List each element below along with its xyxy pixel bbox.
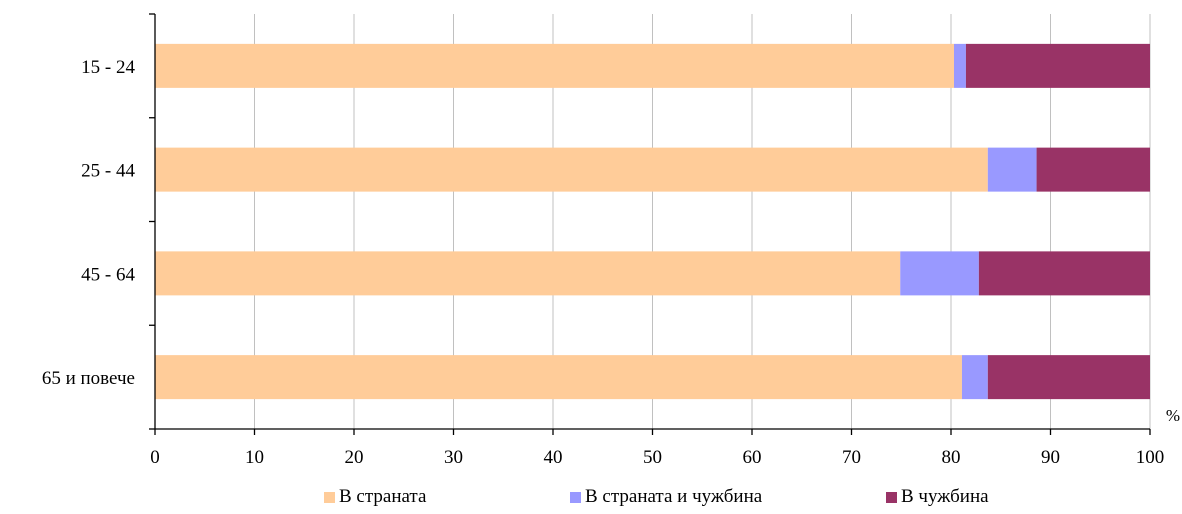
category-label-2: 45 - 64 <box>81 264 135 285</box>
bar-1-0 <box>155 147 988 192</box>
x-tick-label-8: 80 <box>942 447 961 468</box>
bar-1-1 <box>987 147 1037 192</box>
x-tick-label-2: 20 <box>345 447 364 468</box>
category-label-1: 25 - 44 <box>81 161 135 182</box>
stacked-bar-chart: 15 - 24 25 - 44 45 - 64 65 и повече 0 10 20 30 4… <box>42 13 1180 468</box>
legend-swatch-0 <box>324 491 335 503</box>
x-tick-label-7: 70 <box>842 447 861 468</box>
legend-label-0: В страната <box>339 486 427 507</box>
legend-label-2: В чужбина <box>901 486 989 507</box>
bar-3-2 <box>987 355 1150 400</box>
legend: В страната В страната и чужбина В чужбин… <box>0 486 1182 510</box>
legend-swatch-2 <box>886 491 897 503</box>
x-tick-label-10: 100 <box>1136 447 1165 468</box>
bar-0-1 <box>953 43 966 88</box>
legend-swatch-1 <box>570 491 581 503</box>
legend-item-0: В страната <box>324 486 426 508</box>
x-tick-label-1: 10 <box>245 447 264 468</box>
x-tick-label-0: 0 <box>150 447 160 468</box>
bar-0-2 <box>965 43 1150 88</box>
bar-0-0 <box>155 43 954 88</box>
legend-label-1: В страната и чужбина <box>585 486 763 507</box>
x-tick-label-5: 50 <box>643 447 662 468</box>
legend-item-2: В чужбина <box>886 486 989 508</box>
x-tick-label-6: 60 <box>743 447 762 468</box>
bar-2-1 <box>900 251 979 296</box>
bar-3-1 <box>961 355 988 400</box>
bar-3-0 <box>155 355 962 400</box>
x-tick-label-3: 30 <box>444 447 463 468</box>
bar-2-2 <box>978 251 1150 296</box>
bar-2-0 <box>155 251 901 296</box>
category-label-0: 15 - 24 <box>81 57 135 78</box>
bar-1-2 <box>1036 147 1150 192</box>
x-tick-label-4: 40 <box>544 447 563 468</box>
x-tick-label-9: 90 <box>1041 447 1060 468</box>
category-label-3: 65 и повече <box>42 368 135 389</box>
legend-item-1: В страната и чужбина <box>570 486 762 508</box>
x-axis-label: % <box>1166 406 1180 425</box>
